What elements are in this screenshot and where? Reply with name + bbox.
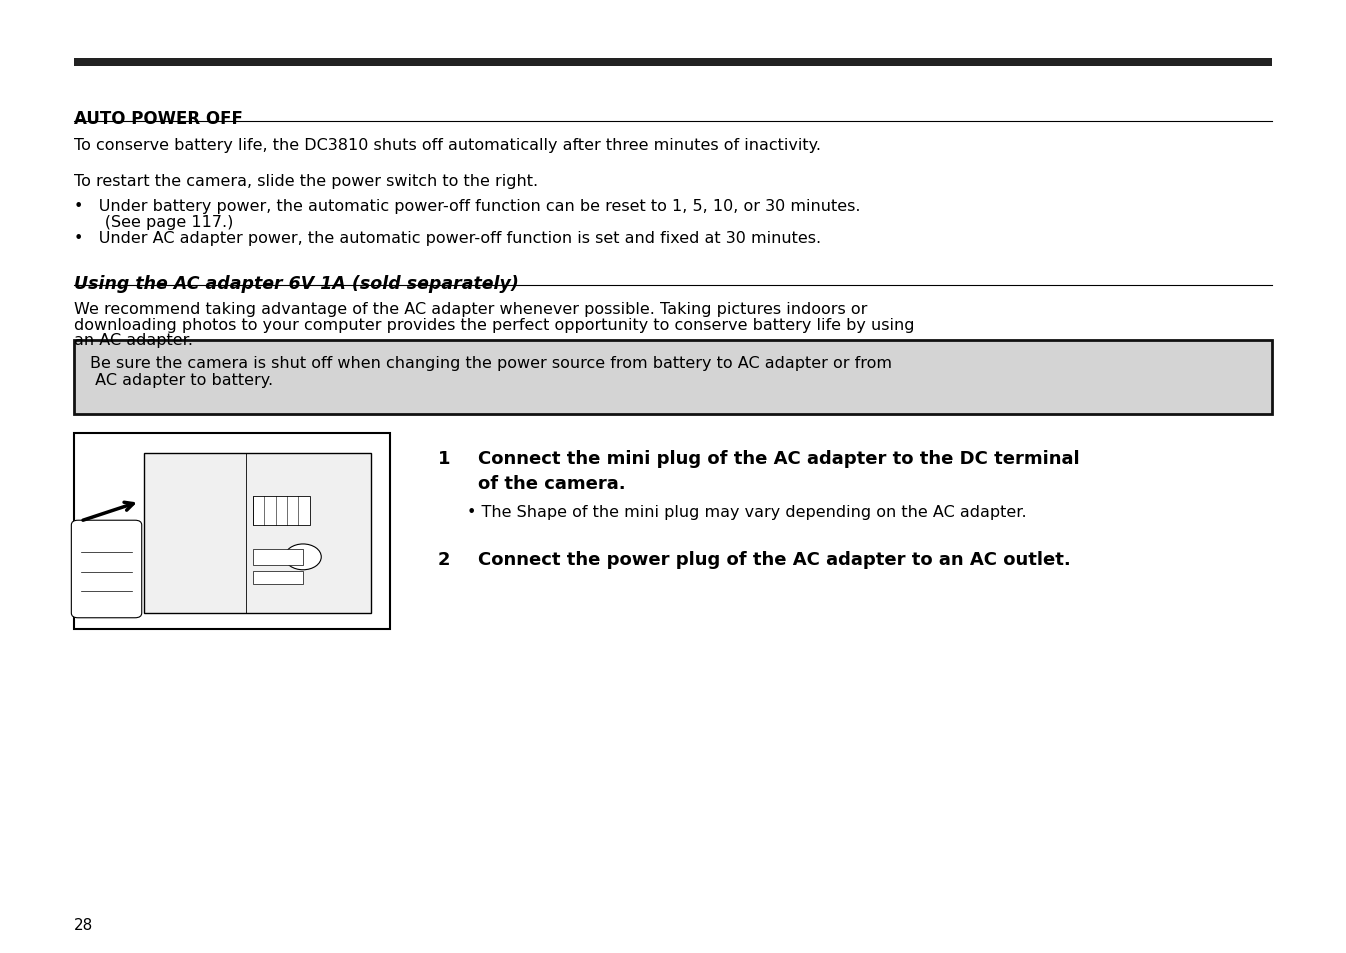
- Text: AUTO POWER OFF: AUTO POWER OFF: [74, 110, 242, 128]
- Text: • The Shape of the mini plug may vary depending on the AC adapter.: • The Shape of the mini plug may vary de…: [467, 504, 1027, 519]
- Text: We recommend taking advantage of the AC adapter whenever possible. Taking pictur: We recommend taking advantage of the AC …: [74, 302, 867, 317]
- Bar: [74, 59, 1272, 67]
- Text: 2: 2: [437, 551, 450, 569]
- Text: downloading photos to your computer provides the perfect opportunity to conserve: downloading photos to your computer prov…: [74, 317, 914, 333]
- Text: Be sure the camera is shut off when changing the power source from battery to AC: Be sure the camera is shut off when chan…: [90, 355, 892, 371]
- Text: •   Under AC adapter power, the automatic power-off function is set and fixed at: • Under AC adapter power, the automatic …: [74, 231, 821, 246]
- Text: To conserve battery life, the DC3810 shuts off automatically after three minutes: To conserve battery life, the DC3810 shu…: [74, 138, 821, 153]
- Bar: [253, 572, 303, 584]
- Bar: [74, 340, 1272, 415]
- Text: an AC adapter.: an AC adapter.: [74, 333, 192, 348]
- Bar: [74, 434, 390, 629]
- Circle shape: [285, 544, 322, 570]
- FancyBboxPatch shape: [71, 520, 141, 618]
- Text: •   Under battery power, the automatic power-off function can be reset to 1, 5, : • Under battery power, the automatic pow…: [74, 199, 860, 214]
- Text: Connect the power plug of the AC adapter to an AC outlet.: Connect the power plug of the AC adapter…: [478, 551, 1070, 569]
- Bar: [253, 549, 303, 565]
- Text: To restart the camera, slide the power switch to the right.: To restart the camera, slide the power s…: [74, 173, 538, 189]
- Text: AC adapter to battery.: AC adapter to battery.: [90, 373, 273, 388]
- Bar: [144, 454, 371, 614]
- Bar: [253, 497, 310, 525]
- Text: (See page 117.): (See page 117.): [74, 214, 233, 230]
- Text: of the camera.: of the camera.: [478, 475, 626, 493]
- Text: 28: 28: [74, 917, 93, 932]
- Text: Connect the mini plug of the AC adapter to the DC terminal: Connect the mini plug of the AC adapter …: [478, 450, 1079, 468]
- Text: Using the AC adapter 6V 1A (sold separately): Using the AC adapter 6V 1A (sold separat…: [74, 274, 520, 293]
- Text: 1: 1: [437, 450, 450, 468]
